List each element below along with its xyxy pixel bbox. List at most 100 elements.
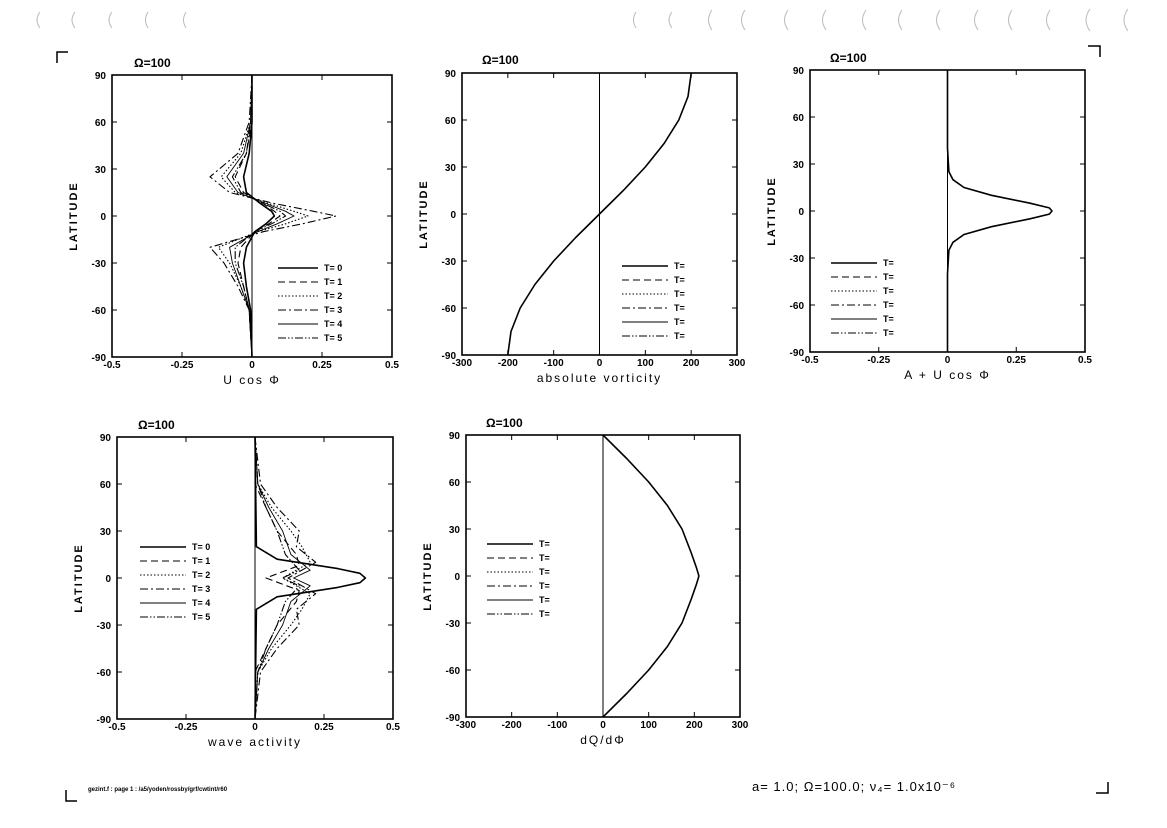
panel-title: Ω=100 [138,418,175,432]
panel-dqdphi: Ω=100-300 -200 -100 0 100 200 300-90-60-300306… [422,416,749,747]
legend-label: T= 1 [192,556,210,566]
y-tick-label: -30 [790,254,805,265]
y-tick-label: 90 [793,66,805,77]
y-tick-label: 0 [454,572,460,583]
legend-label: T= [883,272,894,282]
y-tick-label: 0 [450,210,456,221]
x-tick-label: 300 [732,720,749,731]
series-line-0 [242,75,276,357]
x-tick-label: 0.5 [1078,355,1092,366]
y-tick-label: 0 [798,207,804,218]
y-tick-label: 60 [445,116,457,127]
y-tick-label: 30 [100,527,112,538]
y-tick-label: 30 [449,525,461,536]
series-line-2 [254,437,311,719]
y-tick-label: 30 [95,165,107,176]
y-tick-label: -60 [442,304,457,315]
legend-label: T= [674,331,685,341]
y-tick-label: 60 [793,113,805,124]
series-line-0 [507,73,692,355]
legend-label: T= 3 [192,584,210,594]
series-line-3 [254,437,317,719]
legend-label: T= 2 [324,291,342,301]
x-tick-label: -100 [547,720,567,731]
x-tick-label: -0.25 [175,722,198,733]
series-line-0 [946,70,1053,352]
legend-label: T= 4 [192,598,210,608]
x-tick-label: 0 [600,720,606,731]
x-tick-label: -300 [456,720,476,731]
legend-label: T= 1 [324,277,342,287]
y-tick-label: 30 [793,160,805,171]
x-tick-label: -0.5 [108,722,126,733]
x-tick-label: 0 [597,358,603,369]
series-line-0 [602,435,700,717]
x-tick-label: 0.25 [312,360,332,371]
y-tick-label: 90 [100,433,112,444]
legend-label: T= 0 [192,542,210,552]
x-tick-label: 0.5 [386,722,400,733]
y-tick-label: -60 [790,301,805,312]
legend-label: T= [539,567,550,577]
series-line-5 [231,75,287,357]
panel-title: Ω=100 [482,53,519,67]
panel-title: Ω=100 [486,416,523,430]
x-tick-label: 100 [640,720,657,731]
y-tick-label: 60 [100,480,112,491]
series-line-3 [209,75,337,357]
panel-title: Ω=100 [830,51,867,65]
x-tick-label: -200 [498,358,518,369]
panel-wave: Ω=100 -0.5 -0.25 0 0.25 0.5 -90 -60 -30 0 30 60 90 wa… [73,418,400,749]
x-tick-label: -300 [452,358,472,369]
x-tick-label: 0 [252,722,258,733]
crop-marks [56,45,1109,802]
panel-title: Ω=100 [134,56,171,70]
y-tick-label: -30 [446,619,461,630]
x-tick-label: 0.25 [1007,355,1027,366]
series-line-1 [254,437,300,719]
y-tick-label: -90 [790,348,805,359]
y-tick-label: -90 [442,351,457,362]
series-line-4 [226,75,295,357]
y-tick-label: 0 [100,212,106,223]
legend-label: T= 4 [324,319,342,329]
legend-label: T= [674,303,685,313]
x-tick-label: -100 [544,358,564,369]
y-tick-label: -90 [97,715,112,726]
y-tick-label: 90 [445,69,457,80]
legend-label: T= [539,553,550,563]
y-tick-label: 90 [95,71,107,82]
y-tick-label: -60 [92,306,107,317]
legend-label: T= [674,289,685,299]
legend-label: T= 5 [324,333,342,343]
y-axis-label: LATITUDE [73,543,85,613]
y-axis-label: LATITUDE [766,176,778,246]
y-tick-label: -30 [442,257,457,268]
y-tick-label: -30 [92,259,107,270]
legend-label: T= [539,609,550,619]
x-tick-label: 0.5 [385,360,399,371]
legend-label: T= [674,261,685,271]
legend-label: T= [674,275,685,285]
x-axis-label: U cos Φ [223,373,281,387]
legend-label: T= [539,539,550,549]
y-tick-label: -60 [446,666,461,677]
y-tick-label: -90 [446,713,461,724]
y-tick-label: 60 [95,118,107,129]
x-tick-label: 200 [686,720,703,731]
y-tick-label: 0 [105,574,111,585]
legend-label: T= [539,595,550,605]
parameters-text: a= 1.0; Ω=100.0; ν₄= 1.0x10⁻⁶ [752,779,956,794]
x-axis-label: dQ/dΦ [580,733,626,747]
legend-label: T= 2 [192,570,210,580]
x-axis-label: A + U cos Φ [904,368,991,382]
panel-aucos: Ω=100 -0.5 -0.25 0 0.25 0.5 -90 -60 -30 0 30 60 90 A … [766,51,1092,382]
x-axis-label: wave activity [207,735,302,749]
legend-label: T= [883,258,894,268]
y-tick-label: 60 [449,478,461,489]
y-axis-label: LATITUDE [422,541,434,611]
series-line-1 [234,75,281,357]
y-tick-label: -60 [97,668,112,679]
series-line-4 [254,437,311,719]
